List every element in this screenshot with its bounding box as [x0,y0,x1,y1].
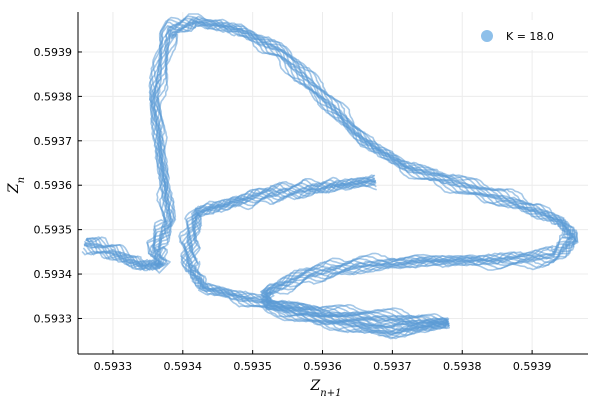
x-tick-label-5: 0.5938 [443,360,482,373]
axes [77,12,588,355]
y-tick-label-2: 0.5935 [34,224,73,237]
y-tick-label-5: 0.5938 [34,90,73,103]
x-tick-label-4: 0.5937 [373,360,412,373]
y-tick-label-4: 0.5937 [34,135,73,148]
x-tick-label-0: 0.5933 [94,360,133,373]
y-tick-label-1: 0.5934 [34,268,73,281]
scatter-points [81,13,579,340]
y-tick-label-0: 0.5933 [34,312,73,325]
x-tick-label-6: 0.5939 [513,360,552,373]
x-tick-label-2: 0.5935 [233,360,272,373]
x-axis-label: Zn+1 [310,378,342,399]
attractor-strand-7 [83,18,576,335]
y-axis-label: Zn [6,177,27,194]
y-tick-label-3: 0.5936 [34,179,73,192]
y-tick-label-6: 0.5939 [34,46,73,59]
legend-marker [481,30,493,42]
x-axis-ticks: 0.5933 0.5934 0.5935 0.5936 0.5937 0.5938 0.59… [94,350,552,373]
attractor-strand-11 [83,21,574,331]
legend: K = 18.0 [468,20,580,50]
legend-label: K = 18.0 [506,30,554,43]
y-axis-ticks: 0.5933 0.5934 0.5935 0.5936 0.5937 0.5938 0.59… [34,46,82,325]
x-tick-label-1: 0.5934 [164,360,203,373]
x-tick-label-3: 0.5936 [303,360,342,373]
attractor-strand-10 [85,21,573,333]
attractor-strand-13 [81,20,572,329]
